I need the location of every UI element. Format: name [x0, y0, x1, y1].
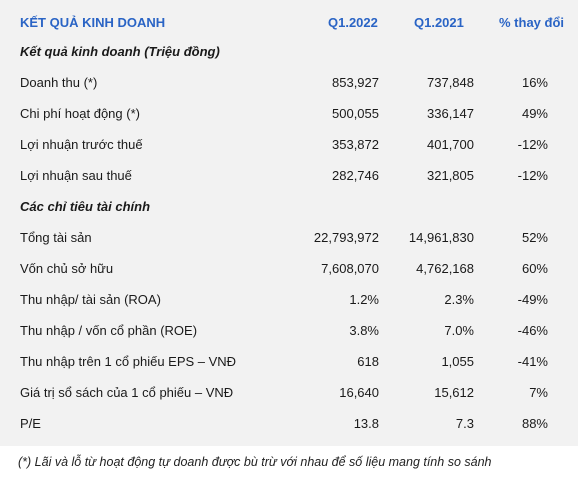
row-value-q1-2022: 353,872	[332, 137, 379, 152]
row-label: Thu nhập/ tài sản (ROA)	[20, 292, 161, 307]
row-value-q1-2021: 4,762,168	[416, 261, 474, 276]
row-label: Doanh thu (*)	[20, 75, 98, 90]
section-title-text: Các chỉ tiêu tài chính	[20, 199, 151, 214]
row-value-q1-2022: 618	[357, 354, 379, 369]
row-value-q1-2021: 321,805	[427, 168, 474, 183]
section-title-financial-indicators: Các chỉ tiêu tài chính	[0, 190, 578, 221]
table-title: KẾT QUẢ KINH DOANH	[20, 15, 166, 30]
row-value-change: 7%	[529, 385, 548, 400]
row-value-q1-2021: 7.3	[455, 416, 474, 431]
table-row: Lợi nhuận sau thuế 282,746 321,805 -12%	[0, 159, 578, 190]
row-value-change: -12%	[517, 137, 548, 152]
row-value-change: -12%	[517, 168, 548, 183]
row-value-q1-2021: 14,961,830	[408, 230, 474, 245]
row-value-change: 88%	[521, 416, 548, 431]
table-row: Tổng tài sản 22,793,972 14,961,830 52%	[0, 221, 578, 252]
row-value-q1-2022: 16,640	[339, 385, 379, 400]
table-row: Doanh thu (*) 853,927 737,848 16%	[0, 66, 578, 97]
table-row: Lợi nhuận trước thuế 353,872 401,700 -12…	[0, 128, 578, 159]
table-row: Thu nhập/ tài sản (ROA) 1.2% 2.3% -49%	[0, 283, 578, 314]
row-value-q1-2021: 2.3%	[444, 292, 474, 307]
row-label: Thu nhập / vốn cổ phần (ROE)	[20, 323, 198, 338]
table-row: P/E 13.8 7.3 88%	[0, 407, 578, 438]
row-value-q1-2022: 1.2%	[349, 292, 379, 307]
table-row: Vốn chủ sở hữu 7,608,070 4,762,168 60%	[0, 252, 578, 283]
table-row: Chi phí hoạt động (*) 500,055 336,147 49…	[0, 97, 578, 128]
row-value-q1-2022: 13.8	[353, 416, 379, 431]
table-header: KẾT QUẢ KINH DOANH Q1.2022 Q1.2021 % tha…	[0, 4, 578, 35]
footnote: (*) Lãi và lỗ từ hoạt động tự doanh được…	[18, 455, 492, 469]
row-value-q1-2022: 3.8%	[349, 323, 379, 338]
row-value-q1-2021: 737,848	[427, 75, 474, 90]
row-value-q1-2022: 853,927	[332, 75, 379, 90]
row-value-q1-2021: 7.0%	[444, 323, 474, 338]
row-value-q1-2021: 15,612	[434, 385, 474, 400]
col-header-q1-2022: Q1.2022	[328, 15, 378, 30]
row-value-change: 16%	[521, 75, 548, 90]
row-value-q1-2022: 22,793,972	[313, 230, 379, 245]
row-label: P/E	[20, 416, 41, 431]
row-value-change: -46%	[517, 323, 548, 338]
row-label: Giá trị sổ sách của 1 cổ phiếu – VNĐ	[20, 385, 234, 400]
row-value-q1-2021: 1,055	[441, 354, 474, 369]
row-value-q1-2021: 401,700	[427, 137, 474, 152]
row-value-change: 60%	[521, 261, 548, 276]
row-label: Tổng tài sản	[20, 230, 92, 245]
section-title-business-results: Kết quả kinh doanh (Triệu đồng)	[0, 35, 578, 66]
row-value-change: 49%	[521, 106, 548, 121]
row-value-change: 52%	[521, 230, 548, 245]
row-value-q1-2022: 282,746	[332, 168, 379, 183]
row-value-q1-2022: 7,608,070	[321, 261, 379, 276]
row-label: Chi phí hoạt động (*)	[20, 106, 140, 121]
table-row: Thu nhập trên 1 cổ phiếu EPS – VNĐ 618 1…	[0, 345, 578, 376]
section-title-text: Kết quả kinh doanh (Triệu đồng)	[20, 44, 220, 59]
col-header-q1-2021: Q1.2021	[414, 15, 464, 30]
table-row: Thu nhập / vốn cổ phần (ROE) 3.8% 7.0% -…	[0, 314, 578, 345]
row-value-change: -49%	[517, 292, 548, 307]
row-label: Lợi nhuận sau thuế	[20, 168, 132, 183]
row-label: Vốn chủ sở hữu	[20, 261, 114, 276]
business-results-table: KẾT QUẢ KINH DOANH Q1.2022 Q1.2021 % tha…	[0, 0, 578, 446]
row-value-change: -41%	[517, 354, 548, 369]
row-value-q1-2021: 336,147	[427, 106, 474, 121]
row-label: Thu nhập trên 1 cổ phiếu EPS – VNĐ	[20, 354, 237, 369]
col-header-change: % thay đổi	[499, 15, 565, 30]
row-label: Lợi nhuận trước thuế	[20, 137, 143, 152]
table-row: Giá trị sổ sách của 1 cổ phiếu – VNĐ 16,…	[0, 376, 578, 407]
row-value-q1-2022: 500,055	[332, 106, 379, 121]
